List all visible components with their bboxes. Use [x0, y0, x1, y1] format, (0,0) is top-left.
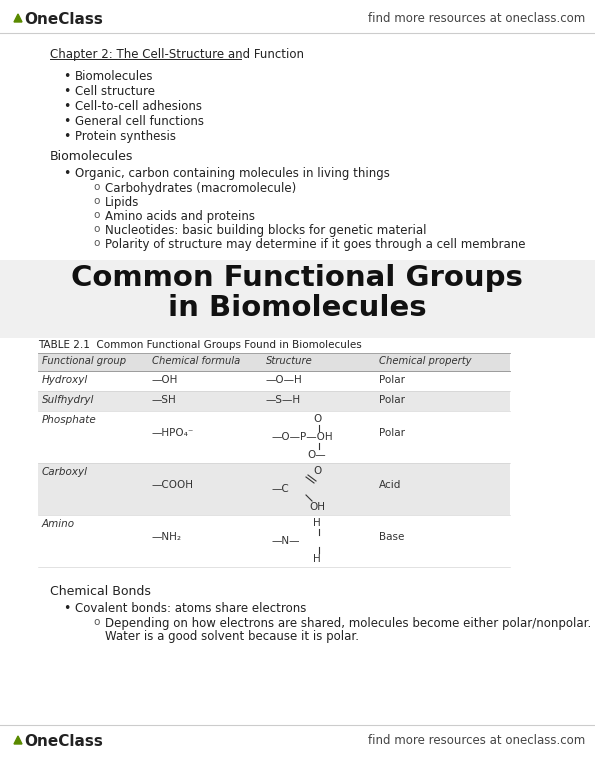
Text: Functional group: Functional group: [42, 356, 126, 366]
Polygon shape: [14, 736, 22, 744]
Text: o: o: [93, 196, 99, 206]
Text: Structure: Structure: [266, 356, 313, 366]
Text: —NH₂: —NH₂: [152, 532, 182, 542]
Text: Organic, carbon containing molecules in living things: Organic, carbon containing molecules in …: [75, 167, 390, 180]
Text: Chemical Bonds: Chemical Bonds: [50, 585, 151, 598]
Text: Lipids: Lipids: [105, 196, 139, 209]
Text: —HPO₄⁻: —HPO₄⁻: [152, 428, 195, 438]
Bar: [38, 463, 510, 515]
Text: find more resources at oneclass.com: find more resources at oneclass.com: [368, 12, 585, 25]
Bar: [0, 260, 595, 338]
Text: —S—H: —S—H: [266, 395, 301, 405]
Text: Chemical formula: Chemical formula: [152, 356, 240, 366]
Text: —C: —C: [272, 484, 290, 494]
Text: Acid: Acid: [379, 480, 402, 490]
Text: Carbohydrates (macromolecule): Carbohydrates (macromolecule): [105, 182, 296, 195]
Text: find more resources at oneclass.com: find more resources at oneclass.com: [368, 734, 585, 747]
Text: Amino acids and proteins: Amino acids and proteins: [105, 210, 255, 223]
Text: o: o: [93, 238, 99, 248]
Text: —OH: —OH: [152, 375, 178, 385]
Text: Sulfhydryl: Sulfhydryl: [42, 395, 95, 405]
Text: •: •: [63, 130, 70, 143]
Text: Amino: Amino: [42, 519, 75, 529]
Text: —SH: —SH: [152, 395, 177, 405]
Text: in Biomolecules: in Biomolecules: [168, 294, 426, 322]
Text: •: •: [63, 115, 70, 128]
Text: Phosphate: Phosphate: [42, 415, 97, 425]
Text: TABLE 2.1  Common Functional Groups Found in Biomolecules: TABLE 2.1 Common Functional Groups Found…: [38, 340, 362, 350]
Text: Depending on how electrons are shared, molecules become either polar/nonpolar.: Depending on how electrons are shared, m…: [105, 617, 591, 630]
Text: —O—P—OH: —O—P—OH: [272, 432, 334, 442]
Text: O—: O—: [308, 450, 326, 460]
Text: •: •: [63, 167, 70, 180]
Bar: [38, 353, 510, 371]
Text: OneClass: OneClass: [24, 12, 103, 27]
Text: O: O: [313, 466, 321, 476]
Text: General cell functions: General cell functions: [75, 115, 204, 128]
Polygon shape: [14, 14, 22, 22]
Bar: [38, 411, 510, 463]
Text: Protein synthesis: Protein synthesis: [75, 130, 176, 143]
Text: Chemical property: Chemical property: [379, 356, 471, 366]
Text: Cell structure: Cell structure: [75, 85, 155, 98]
Text: —O—H: —O—H: [266, 375, 303, 385]
Text: —N—: —N—: [272, 536, 300, 546]
Bar: [38, 371, 510, 391]
Text: OneClass: OneClass: [24, 734, 103, 749]
Text: •: •: [63, 602, 70, 615]
Text: Hydroxyl: Hydroxyl: [42, 375, 88, 385]
Text: o: o: [93, 182, 99, 192]
Text: Carboxyl: Carboxyl: [42, 467, 88, 477]
Text: Polar: Polar: [379, 428, 405, 438]
Text: •: •: [63, 100, 70, 113]
Text: Water is a good solvent because it is polar.: Water is a good solvent because it is po…: [105, 630, 359, 643]
Text: Nucleotides: basic building blocks for genetic material: Nucleotides: basic building blocks for g…: [105, 224, 427, 237]
Text: H: H: [313, 554, 321, 564]
Text: Polar: Polar: [379, 375, 405, 385]
Text: •: •: [63, 70, 70, 83]
Text: •: •: [63, 85, 70, 98]
Text: Biomolecules: Biomolecules: [50, 150, 133, 163]
Text: Cell-to-cell adhesions: Cell-to-cell adhesions: [75, 100, 202, 113]
Text: o: o: [93, 210, 99, 220]
Text: Base: Base: [379, 532, 405, 542]
Text: Polar: Polar: [379, 395, 405, 405]
Text: OH: OH: [309, 502, 325, 512]
Bar: [38, 391, 510, 411]
Text: O: O: [313, 414, 321, 424]
Text: Chapter 2: The Cell-Structure and Function: Chapter 2: The Cell-Structure and Functi…: [50, 48, 304, 61]
Bar: [38, 515, 510, 567]
Text: —COOH: —COOH: [152, 480, 194, 490]
Text: Polarity of structure may determine if it goes through a cell membrane: Polarity of structure may determine if i…: [105, 238, 525, 251]
Text: H: H: [313, 518, 321, 528]
Text: Biomolecules: Biomolecules: [75, 70, 154, 83]
Text: o: o: [93, 224, 99, 234]
Text: Covalent bonds: atoms share electrons: Covalent bonds: atoms share electrons: [75, 602, 306, 615]
Text: o: o: [93, 617, 99, 627]
Text: Common Functional Groups: Common Functional Groups: [71, 264, 523, 292]
